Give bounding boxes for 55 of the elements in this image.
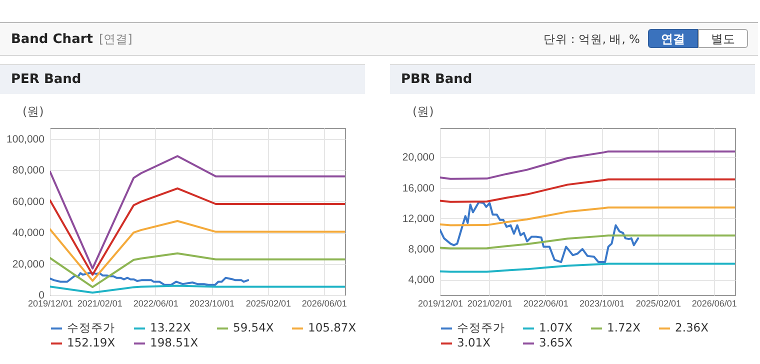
legend-label: 1.07X xyxy=(539,320,573,334)
text: 단위 : 억원, 배, % xyxy=(543,32,640,47)
legend-label: 59.54X xyxy=(233,320,274,334)
x-tick-label: 2026/06/01 xyxy=(302,298,347,308)
line-series xyxy=(50,272,250,286)
legend-label: 105.87X xyxy=(308,320,356,334)
line-series xyxy=(440,234,735,250)
x-tick-label: 2025/02/01 xyxy=(246,298,291,308)
line-series xyxy=(50,220,345,282)
x-tick-label: 2023/10/01 xyxy=(579,298,625,308)
chart-title: PER Band xyxy=(0,64,365,94)
legend-label: 2.36X xyxy=(675,320,709,334)
y-tick-label: 20,000 xyxy=(12,258,45,270)
x-tick-label: 2019/12/01 xyxy=(418,298,464,308)
y-tick-label: 4,000 xyxy=(408,274,435,286)
text: 연결 xyxy=(648,29,698,48)
line-series xyxy=(50,155,345,270)
text: [연결] xyxy=(98,32,132,46)
y-tick-label: 60,000 xyxy=(12,196,45,208)
legend-label: 152.19X xyxy=(67,336,116,350)
legend-label: 3.01X xyxy=(457,336,491,350)
legend-label: 13.22X xyxy=(150,320,191,334)
chart-title: PBR Band xyxy=(390,64,755,94)
line-series xyxy=(440,262,735,273)
x-tick-label: 2025/02/01 xyxy=(636,298,681,308)
x-tick-label: 2022/06/01 xyxy=(523,298,568,308)
y-axis-title: (원) xyxy=(22,104,44,118)
legend-label: 1.72X xyxy=(607,320,641,334)
y-tick-label: 100,000 xyxy=(6,133,45,146)
y-tick-label: 40,000 xyxy=(12,227,45,240)
x-tick-label: 2019/12/01 xyxy=(28,298,74,308)
legend-label: 198.51X xyxy=(150,336,198,350)
line-series xyxy=(440,206,735,226)
y-axis-title: (원) xyxy=(412,104,434,118)
line-series xyxy=(440,178,735,203)
y-tick-label: 0 xyxy=(38,290,45,302)
x-tick-label: 2022/06/01 xyxy=(133,298,178,308)
x-tick-label: 2021/02/01 xyxy=(77,298,122,308)
legend-label: 수정주가 xyxy=(457,320,505,334)
y-tick-label: 16,000 xyxy=(402,182,435,194)
line-series xyxy=(440,150,735,180)
y-tick-label: 12,000 xyxy=(402,212,435,225)
y-tick-label: 20,000 xyxy=(402,152,435,164)
x-tick-label: 2021/02/01 xyxy=(467,298,512,308)
y-tick-label: 80,000 xyxy=(12,164,45,177)
line-series xyxy=(50,187,345,276)
line-series xyxy=(440,201,640,264)
line-series xyxy=(50,252,345,288)
text: Band Chart xyxy=(11,32,93,47)
x-tick-label: 2023/10/01 xyxy=(189,298,235,308)
x-tick-label: 2026/06/01 xyxy=(692,298,737,308)
legend-label: 3.65X xyxy=(539,336,573,350)
legend-label: 수정주가 xyxy=(67,320,115,334)
text: 별도 xyxy=(698,29,748,48)
y-tick-label: 8,000 xyxy=(408,244,435,256)
